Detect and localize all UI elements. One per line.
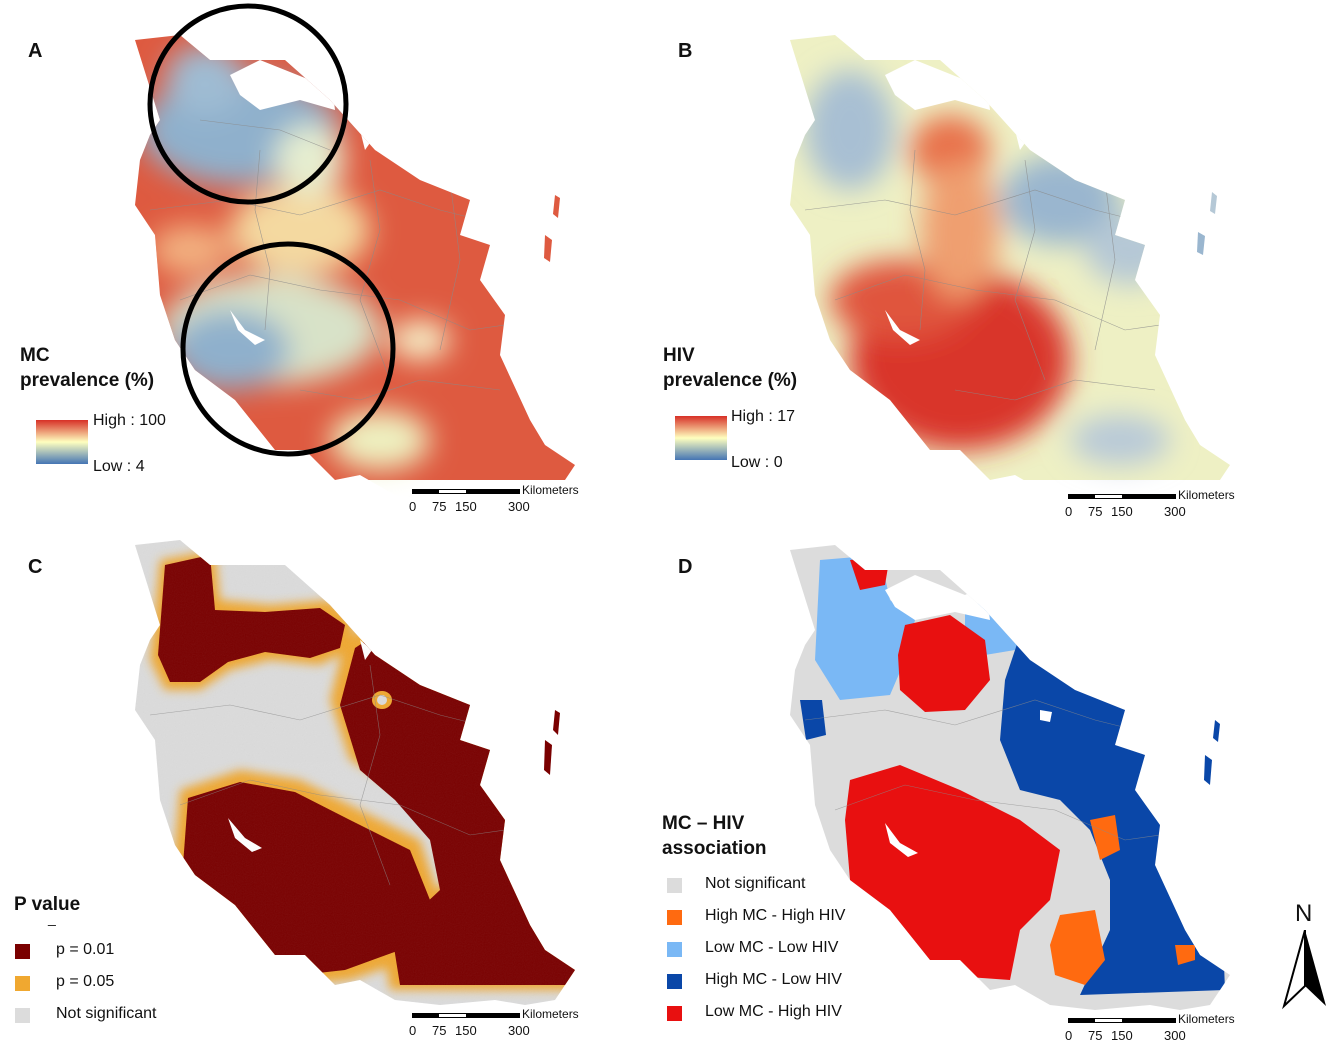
legend-swatch-d-4 bbox=[667, 1006, 682, 1021]
legend-low-label-a: Low : 4 bbox=[93, 458, 145, 475]
scalebar-unit: Kilometers bbox=[1178, 1012, 1235, 1026]
north-arrow-icon: N bbox=[1282, 900, 1328, 1010]
scalebar-unit: Kilometers bbox=[522, 1007, 579, 1021]
scalebar-b: Kilometers 0 75 150 300 bbox=[1065, 488, 1248, 524]
map-panel-b bbox=[790, 35, 1230, 480]
legend-title-p-value: P value bbox=[14, 894, 81, 915]
scalebar-d: Kilometers 0 75 150 300 bbox=[1065, 1012, 1248, 1048]
legend-swatch-d-0 bbox=[667, 878, 682, 893]
scalebar-tick: 75 bbox=[432, 1023, 447, 1038]
map-panel-c bbox=[135, 540, 575, 1005]
scalebar-tick: 150 bbox=[1111, 1028, 1133, 1043]
map-panel-a bbox=[135, 3, 575, 480]
legend-label-low-mc-low-hiv: Low MC - Low HIV bbox=[705, 939, 839, 956]
legend-title-mc-prevalence: MC prevalence (%) bbox=[20, 345, 155, 391]
scalebar-tick: 300 bbox=[1164, 1028, 1186, 1043]
legend-label-p005: p = 0.05 bbox=[56, 973, 115, 990]
legend-label-not-significant-d: Not significant bbox=[705, 875, 806, 892]
scalebar-tick: 75 bbox=[1088, 1028, 1103, 1043]
legend-title-association: MC – HIV association bbox=[662, 813, 767, 859]
panel-label-a: A bbox=[28, 40, 43, 62]
scalebar-c: Kilometers 0 75 150 300 bbox=[409, 1007, 592, 1043]
scalebar-tick: 300 bbox=[508, 1023, 530, 1038]
legend-label-not-significant-c: Not significant bbox=[56, 1005, 157, 1022]
north-label: N bbox=[1295, 900, 1313, 927]
scalebar-tick: 0 bbox=[1065, 504, 1073, 519]
scalebar-tick: 150 bbox=[1111, 504, 1133, 519]
scalebar-unit: Kilometers bbox=[522, 483, 579, 497]
scalebar-tick: 75 bbox=[432, 499, 447, 514]
map-panel-d bbox=[790, 545, 1230, 1010]
scalebar-tick: 0 bbox=[1065, 1028, 1073, 1043]
coastal-islands bbox=[544, 192, 1220, 785]
legend-swatch-d-3 bbox=[667, 974, 682, 989]
legend-swatch-not-significant-c bbox=[15, 1008, 30, 1023]
legend-high-label-b: High : 17 bbox=[731, 408, 796, 425]
legend-dash: _ bbox=[48, 910, 56, 926]
panel-label-c: C bbox=[28, 556, 43, 578]
legend-swatch-p005 bbox=[15, 976, 30, 991]
scalebar-tick: 150 bbox=[455, 1023, 477, 1038]
scalebar-tick: 0 bbox=[409, 499, 417, 514]
scalebar-tick: 75 bbox=[1088, 504, 1103, 519]
scalebar-tick: 0 bbox=[409, 1023, 417, 1038]
legend-ramp-a bbox=[36, 420, 88, 464]
legend-high-label-a: High : 100 bbox=[93, 412, 166, 429]
legend-label-low-mc-high-hiv: Low MC - High HIV bbox=[705, 1003, 842, 1020]
legend-swatch-d-2 bbox=[667, 942, 682, 957]
scalebar-a: Kilometers 0 75 150 300 bbox=[409, 483, 592, 519]
legend-low-label-b: Low : 0 bbox=[731, 454, 783, 471]
legend-label-high-mc-high-hiv: High MC - High HIV bbox=[705, 907, 846, 924]
legend-label-p001: p = 0.01 bbox=[56, 941, 115, 958]
panel-label-d: D bbox=[678, 556, 693, 578]
legend-title-hiv-prevalence: HIV prevalence (%) bbox=[663, 345, 798, 391]
legend-swatch-p001 bbox=[15, 944, 30, 959]
legend-ramp-b bbox=[675, 416, 727, 460]
panel-label-b: B bbox=[678, 40, 693, 62]
legend-label-high-mc-low-hiv: High MC - Low HIV bbox=[705, 971, 842, 988]
scalebar-tick: 300 bbox=[508, 499, 530, 514]
scalebar-unit: Kilometers bbox=[1178, 488, 1235, 502]
scalebar-tick: 150 bbox=[455, 499, 477, 514]
legend-swatch-d-1 bbox=[667, 910, 682, 925]
scalebar-tick: 300 bbox=[1164, 504, 1186, 519]
